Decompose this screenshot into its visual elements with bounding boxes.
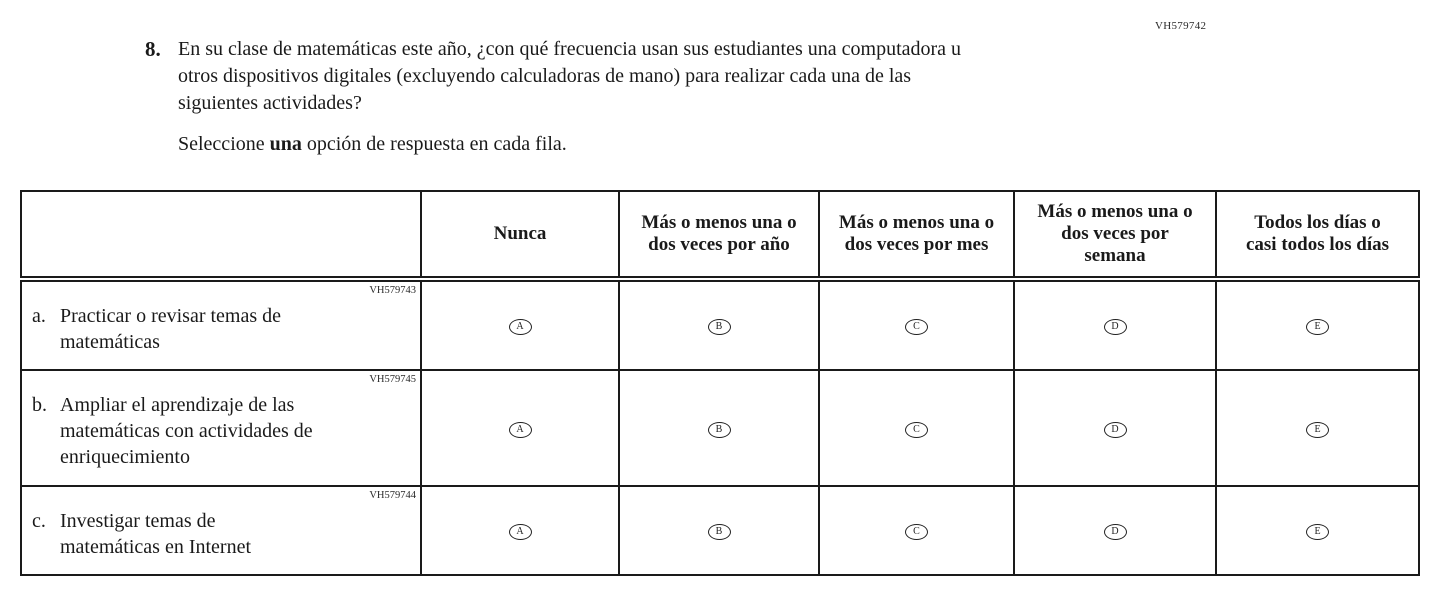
- radio-option-b[interactable]: B: [707, 319, 731, 335]
- header-veces-por-ano: Más o menos una o dos veces por año: [618, 190, 820, 282]
- row-b-label: Ampliar el aprendizaje de las matemática…: [60, 394, 313, 468]
- row-c-label: Investigar temas de matemáticas en Inter…: [60, 509, 252, 558]
- row-a-option-cell-mes: C: [818, 278, 1015, 371]
- radio-option-a[interactable]: A: [508, 421, 532, 438]
- radio-option-a[interactable]: A: [508, 524, 532, 540]
- instruction-suffix: opción de respuesta en cada fila.: [301, 133, 567, 155]
- header-label: Más o menos una o dos veces por año: [641, 212, 797, 255]
- header-label: Más o menos una o dos veces por semana: [1037, 201, 1193, 266]
- header-veces-por-semana: Más o menos una o dos veces por semana: [1013, 190, 1217, 282]
- row-b-option-cell-nunca: A: [420, 369, 620, 487]
- header-label: Todos los días o casi todos los días: [1245, 212, 1390, 255]
- row-c-option-cell-dias: E: [1215, 485, 1420, 576]
- row-a-option-cell-dias: E: [1215, 278, 1420, 371]
- row-c-option-cell-ano: B: [618, 485, 820, 576]
- row-a-code: VH579743: [369, 285, 416, 296]
- radio-option-e[interactable]: E: [1306, 524, 1329, 540]
- row-a-letter: a.: [32, 304, 46, 327]
- radio-option-d[interactable]: D: [1103, 319, 1127, 335]
- row-c-option-cell-mes: C: [818, 485, 1015, 576]
- row-a-option-cell-ano: B: [618, 278, 820, 371]
- radio-option-c[interactable]: C: [905, 524, 928, 540]
- radio-option-d[interactable]: D: [1103, 421, 1127, 438]
- row-b-option-cell-dias: E: [1215, 369, 1420, 487]
- question-number: 8.: [145, 37, 161, 61]
- radio-option-c[interactable]: C: [905, 319, 928, 335]
- header-veces-por-mes: Más o menos una o dos veces por mes: [818, 190, 1015, 282]
- row-a-item-cell: VH579743 a. Practicar o revisar temas de…: [20, 278, 422, 371]
- row-b-code: VH579745: [369, 374, 416, 385]
- response-matrix-table: Nunca Más o menos una o dos veces por añ…: [20, 190, 1420, 576]
- instruction-bold-word: una: [269, 133, 302, 155]
- row-a-label: Practicar o revisar temas de matemáticas: [60, 304, 282, 353]
- row-c-letter: c.: [32, 509, 46, 532]
- header-todos-los-dias: Todos los días o casi todos los días: [1215, 190, 1420, 282]
- radio-option-d[interactable]: D: [1103, 524, 1127, 540]
- question-accession-code: VH579742: [1155, 20, 1207, 32]
- row-c-item-cell: VH579744 c. Investigar temas de matemáti…: [20, 485, 422, 576]
- header-label: Nunca: [493, 223, 547, 244]
- question-text: En su clase de matemáticas este año, ¿co…: [178, 38, 962, 114]
- row-b-letter: b.: [32, 394, 47, 416]
- radio-option-e[interactable]: E: [1306, 319, 1329, 335]
- row-c-option-cell-nunca: A: [420, 485, 620, 576]
- row-c-code: VH579744: [369, 490, 416, 501]
- header-nunca: Nunca: [420, 190, 620, 282]
- radio-option-e[interactable]: E: [1306, 421, 1329, 438]
- row-b-option-cell-semana: D: [1013, 369, 1217, 487]
- header-item-column: [20, 190, 422, 282]
- question-block: 8. En su clase de matemáticas este año, …: [145, 36, 993, 117]
- table-row-c: VH579744 c. Investigar temas de matemáti…: [20, 485, 1420, 576]
- table-row-b: VH579745 b. Ampliar el aprendizaje de la…: [20, 369, 1420, 487]
- table-row-a: VH579743 a. Practicar o revisar temas de…: [20, 278, 1420, 371]
- radio-option-c[interactable]: C: [905, 421, 928, 438]
- header-label: Más o menos una o dos veces por mes: [838, 212, 995, 255]
- row-b-option-cell-mes: C: [818, 369, 1015, 487]
- radio-option-b[interactable]: B: [707, 524, 731, 540]
- row-b-item-cell: VH579745 b. Ampliar el aprendizaje de la…: [20, 369, 422, 487]
- instruction-prefix: Seleccione: [178, 133, 270, 155]
- question-instruction: Seleccione una opción de respuesta en ca…: [178, 133, 567, 156]
- row-b-option-cell-ano: B: [618, 369, 820, 487]
- row-a-option-cell-nunca: A: [420, 278, 620, 371]
- row-c-option-cell-semana: D: [1013, 485, 1217, 576]
- row-a-option-cell-semana: D: [1013, 278, 1217, 371]
- radio-option-b[interactable]: B: [707, 421, 731, 438]
- header-row: Nunca Más o menos una o dos veces por añ…: [20, 190, 1420, 282]
- radio-option-a[interactable]: A: [508, 319, 532, 335]
